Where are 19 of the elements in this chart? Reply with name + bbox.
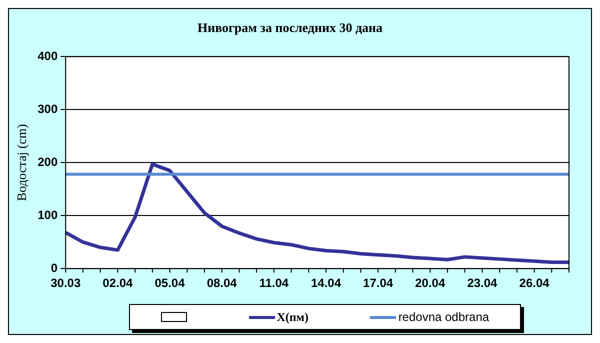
x-tick-label: 05.04 — [154, 276, 186, 290]
y-tick-label: 400 — [38, 48, 58, 63]
y-tick-label: 100 — [38, 208, 58, 222]
y-tick-label: 300 — [38, 102, 58, 116]
y-tick-label: 0 — [50, 260, 58, 275]
x-tick-label: 17.04 — [363, 276, 394, 290]
x-tick-label: 14.04 — [310, 276, 342, 290]
y-axis-title: Водостај (cm) — [14, 124, 30, 202]
legend-label: redovna odbrana — [398, 310, 490, 324]
legend-label: X(пм) — [276, 310, 308, 324]
x-tick-label: 20.04 — [415, 276, 446, 290]
chart-title: Нивограм за последних 30 дана — [197, 20, 384, 36]
x-tick-label: 02.04 — [102, 276, 134, 290]
x-tick-label: 11.04 — [259, 276, 289, 290]
y-tick-label: 200 — [38, 154, 58, 169]
x-tick-label: 30.03 — [50, 276, 81, 290]
x-tick-label: 08.04 — [206, 276, 238, 290]
x-tick-label: 26.04 — [519, 276, 550, 290]
x-tick-label: 23.04 — [467, 276, 498, 290]
